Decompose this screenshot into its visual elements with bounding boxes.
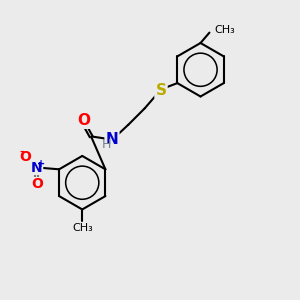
Text: H: H [101,138,111,151]
Text: -: - [19,147,24,157]
Text: S: S [155,83,167,98]
Text: O: O [31,177,43,191]
Text: N: N [31,161,43,175]
Text: O: O [77,113,90,128]
Text: CH₃: CH₃ [72,224,93,233]
Text: O: O [20,149,32,164]
Text: +: + [37,159,45,169]
Text: CH₃: CH₃ [214,25,235,34]
Text: N: N [106,132,118,147]
